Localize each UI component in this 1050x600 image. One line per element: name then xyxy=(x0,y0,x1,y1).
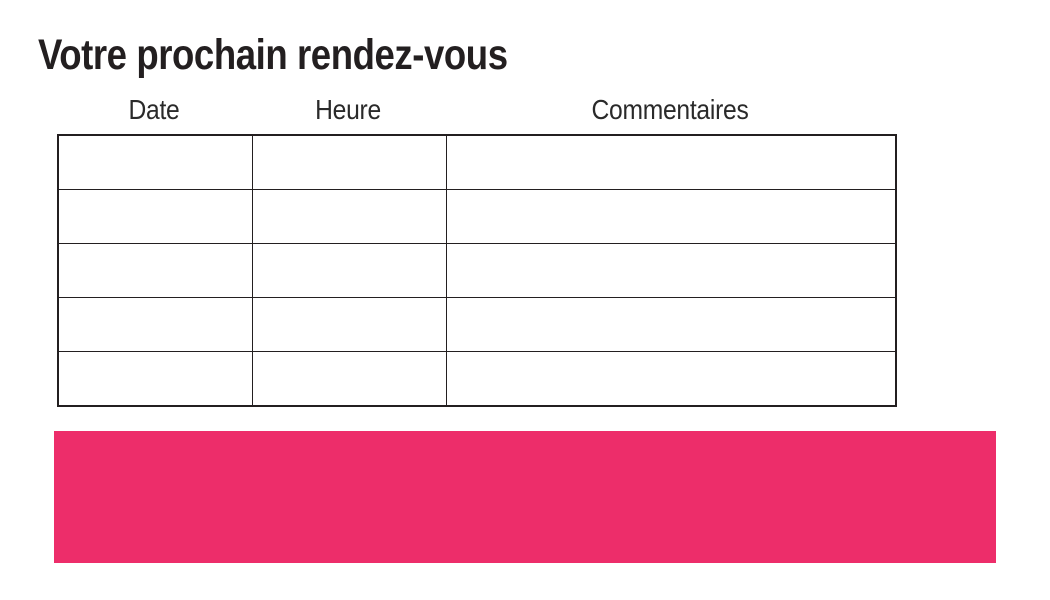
cell-commentaires xyxy=(445,134,897,190)
cell-heure xyxy=(251,351,447,407)
cell-heure xyxy=(251,134,447,190)
cell-commentaires xyxy=(445,242,897,299)
table-row xyxy=(57,134,897,190)
cell-commentaires xyxy=(445,188,897,244)
table-row xyxy=(57,242,897,299)
column-header-commentaires: Commentaires xyxy=(591,94,749,125)
cell-date xyxy=(57,134,253,190)
table-column-headers: Date Heure Commentaires xyxy=(57,96,895,124)
cell-heure xyxy=(251,297,447,353)
cell-heure xyxy=(251,188,447,244)
pink-banner xyxy=(54,431,996,563)
table-row xyxy=(57,351,897,407)
column-header-heure: Heure xyxy=(315,94,381,125)
appointment-table xyxy=(57,134,897,407)
cell-commentaires xyxy=(445,351,897,407)
table-row xyxy=(57,297,897,353)
table-row xyxy=(57,188,897,244)
page-title: Votre prochain rendez-vous xyxy=(38,31,508,79)
cell-commentaires xyxy=(445,297,897,353)
column-header-date: Date xyxy=(128,94,180,125)
cell-date xyxy=(57,351,253,407)
cell-date xyxy=(57,188,253,244)
cell-heure xyxy=(251,242,447,299)
cell-date xyxy=(57,242,253,299)
cell-date xyxy=(57,297,253,353)
